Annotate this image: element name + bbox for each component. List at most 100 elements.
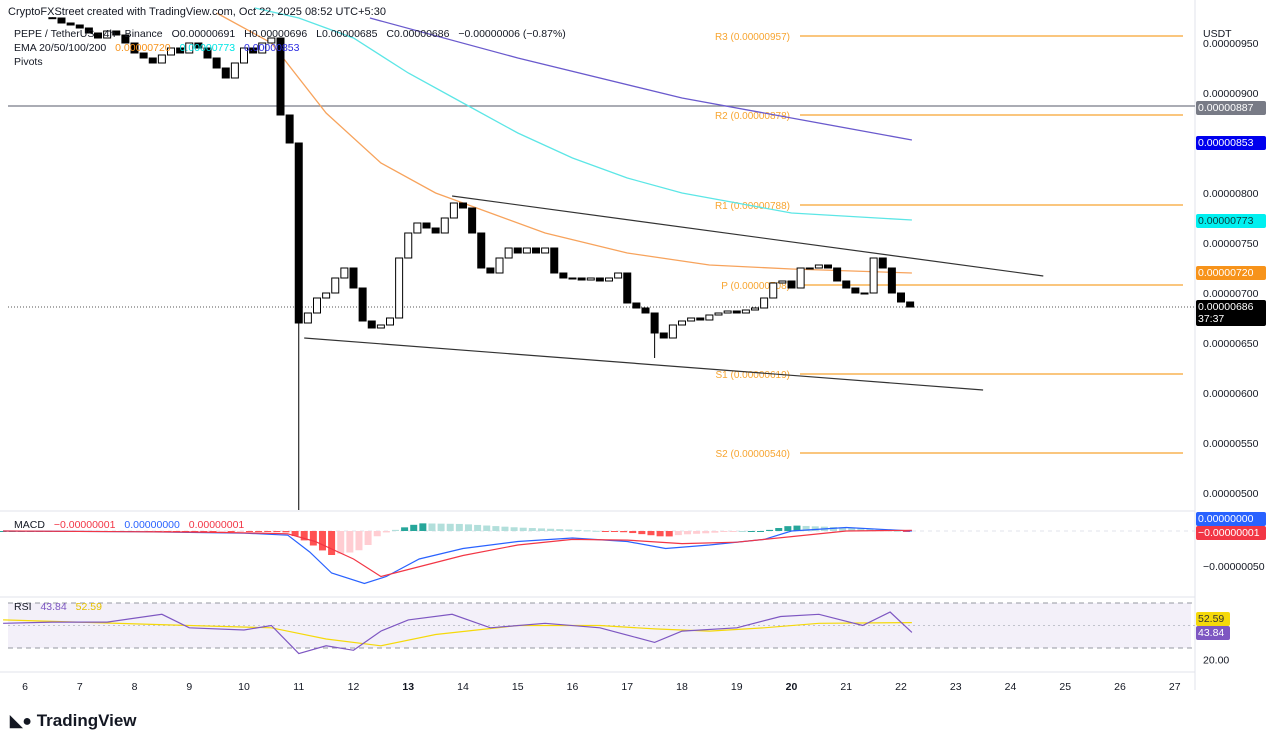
macd-histogram-bar [227, 531, 235, 532]
chart-credit: CryptoFXStreet created with TradingView.… [8, 6, 386, 18]
macd-histogram-bar [601, 531, 609, 532]
candle-bullish [586, 277, 595, 281]
ohlc-low: L0.00000685 [316, 28, 378, 40]
macd-histogram-bar [401, 527, 409, 531]
candle-bearish [358, 287, 367, 322]
candle-bearish [367, 320, 376, 329]
candle-bullish [322, 292, 331, 299]
rsi-badge: 43.84 [1196, 626, 1230, 640]
candle-bearish [632, 302, 641, 309]
macd-histogram-bar [583, 530, 591, 532]
date-tick: 20 [786, 681, 798, 693]
candle-bearish [212, 57, 221, 69]
candle-bearish [824, 264, 832, 269]
trendline [452, 195, 1044, 277]
price-tick: 0.00000650 [1203, 338, 1259, 350]
date-tick: 7 [77, 681, 83, 693]
candle-bullish [267, 37, 276, 44]
date-tick: 21 [840, 681, 852, 693]
candle-bullish [723, 310, 732, 314]
candle-bearish [623, 272, 632, 304]
candle-bullish [568, 277, 577, 280]
candle-bullish [860, 292, 869, 295]
candle-bullish [404, 232, 413, 259]
macd-histogram-bar [200, 531, 208, 532]
macd-hist-value: −0.00000001 [53, 519, 116, 531]
symbol-name[interactable]: PEPE / TetherUS · 4h · Binance [14, 28, 163, 40]
candle-bullish [313, 297, 321, 314]
macd-histogram-bar [519, 527, 527, 531]
candle-bearish [276, 37, 285, 116]
macd-histogram-bar [364, 531, 372, 545]
date-tick: 17 [621, 681, 633, 693]
candle-bullish [340, 267, 349, 279]
date-tick: 6 [22, 681, 28, 693]
candle-bullish [814, 264, 823, 269]
date-tick: 10 [238, 681, 250, 693]
macd-histogram-bar [656, 531, 664, 537]
macd-histogram-bar [674, 531, 682, 536]
candle-bullish [258, 42, 267, 54]
candle-bullish [805, 267, 814, 270]
ohlc-open: O0.00000691 [171, 28, 236, 40]
macd-histogram-bar [839, 527, 847, 531]
candle-bullish [769, 282, 778, 299]
candle-bullish [796, 267, 805, 289]
macd-histogram-bar [318, 531, 326, 551]
candle-bearish [897, 292, 905, 303]
macd-legend[interactable]: MACD −0.00000001 0.00000000 0.00000001 [14, 519, 250, 531]
candle-bearish [148, 57, 157, 64]
price-tick: 0.00000700 [1203, 288, 1259, 300]
price-tick: 0.00000550 [1203, 438, 1259, 450]
ema-line [216, 12, 912, 274]
pivot-label: P (0.00000708) [721, 281, 790, 292]
macd-histogram-bar [355, 531, 363, 551]
candle-bearish [431, 227, 440, 234]
macd-histogram-bar [711, 531, 719, 533]
macd-histogram-bar [209, 531, 217, 532]
macd-histogram-bar [382, 531, 390, 533]
candle-bearish [650, 312, 659, 334]
candle-bearish [349, 267, 358, 289]
macd-histogram-bar [455, 523, 463, 531]
macd-label: MACD [14, 519, 45, 531]
date-tick: 11 [293, 681, 304, 693]
macd-histogram-bar [309, 531, 317, 546]
macd-histogram-bar [282, 531, 290, 533]
macd-histogram-bar [592, 530, 600, 532]
candle-bearish [221, 67, 230, 79]
date-tick: 15 [512, 681, 524, 693]
candle-bearish [285, 114, 294, 144]
candle-bullish [605, 277, 613, 282]
ema-legend[interactable]: EMA 20/50/100/200 0.00000720 0.00000773 … [14, 42, 305, 54]
candle-bullish [687, 317, 696, 322]
macd-histogram-bar [373, 531, 381, 537]
pivots-legend[interactable]: Pivots [14, 56, 43, 68]
candle-bullish [522, 247, 531, 254]
macd-value: 0.00000000 [124, 519, 180, 531]
candle-bearish [486, 267, 495, 274]
macd-histogram-bar [537, 528, 545, 531]
currency-label[interactable]: USDT [1203, 28, 1232, 40]
macd-histogram-bar [866, 529, 874, 531]
candle-bearish [176, 47, 185, 54]
macd-histogram-bar [501, 526, 509, 531]
candle-bearish [513, 247, 522, 254]
macd-histogram-bar [328, 531, 336, 555]
tradingview-logo[interactable]: ◣● TradingView [10, 711, 137, 731]
ohlc-change: −0.00000006 (−0.87%) [458, 28, 566, 40]
macd-histogram-bar [665, 531, 673, 537]
macd-histogram-bar [236, 531, 244, 532]
macd-histogram-bar [300, 531, 308, 541]
candle-bearish [595, 277, 604, 282]
macd-histogram-bar [693, 531, 701, 534]
macd-histogram-bar [610, 531, 618, 532]
macd-histogram-bar [264, 531, 272, 532]
macd-histogram-bar [784, 526, 792, 531]
rsi-legend[interactable]: RSI 43.84 52.59 [14, 601, 108, 613]
candle-bearish [550, 247, 559, 274]
candle-bullish [395, 257, 404, 319]
candle-bearish [48, 17, 57, 20]
macd-signal-line [3, 529, 912, 578]
